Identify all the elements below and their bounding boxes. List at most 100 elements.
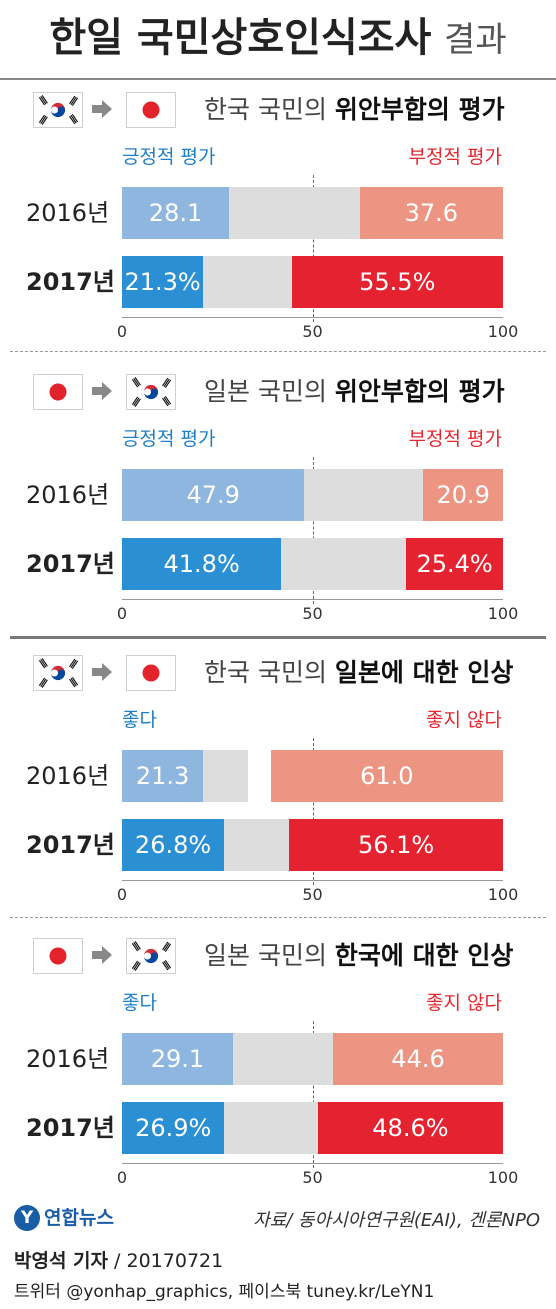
year-label: 2017년: [26, 268, 115, 296]
negative-bar: 37.6: [359, 187, 503, 239]
negative-bar: 44.6: [333, 1033, 503, 1085]
legend-positive: 좋다: [122, 709, 157, 731]
midline: [312, 1021, 314, 1168]
positive-bar: 21.3: [122, 750, 204, 802]
title-main: 한일 국민상호인식조사: [49, 15, 432, 61]
japan-flag: [126, 655, 176, 691]
x-tick-label: 0: [116, 322, 128, 341]
social-links: 트위터 @yonhap_graphics, 페이스북 tuney.kr/LeYN…: [14, 1282, 435, 1302]
neutral-bar: [203, 256, 292, 308]
legend-negative: 좋지 않다: [426, 992, 502, 1014]
positive-bar: 47.9: [122, 469, 305, 521]
neutral-bar: [229, 187, 360, 239]
neutral-bar: [304, 469, 424, 521]
negative-bar: 55.5%: [291, 256, 503, 308]
chart-subtitle: 한국 국민의 위안부합의 평가: [204, 90, 505, 130]
korea-flag: [33, 655, 83, 691]
subtitle-topic: 일본에 대한 인상: [334, 658, 514, 687]
panel-separator: [10, 351, 546, 352]
x-axis-line: [122, 880, 503, 881]
positive-bar: 28.1: [122, 187, 230, 239]
subtitle-topic: 한국에 대한 인상: [334, 941, 514, 970]
x-tick-label: 0: [116, 1168, 128, 1187]
year-label: 2017년: [26, 550, 115, 578]
x-tick-label: 0: [116, 604, 128, 623]
negative-bar: 25.4%: [406, 538, 503, 590]
year-label: 2016년: [26, 762, 110, 790]
midline: [312, 175, 314, 322]
positive-bar: 26.9%: [122, 1102, 225, 1154]
x-axis-line: [122, 317, 503, 318]
x-tick-label: 50: [302, 322, 323, 341]
korea-flag: [126, 374, 176, 410]
arrow-right-icon: [92, 946, 112, 964]
negative-bar: 20.9: [423, 469, 503, 521]
title-rule: [0, 78, 556, 80]
legend-negative: 부정적 평가: [408, 428, 502, 450]
year-label: 2017년: [26, 831, 115, 859]
japan-flag: [33, 938, 83, 974]
logo-text: 연합뉴스: [44, 1207, 114, 1229]
x-tick-label: 100: [487, 1168, 519, 1187]
legend-positive: 긍정적 평가: [122, 428, 216, 450]
subtitle-prefix: 한국 국민의: [204, 95, 327, 124]
neutral-bar: [232, 1033, 334, 1085]
korea-flag: [126, 938, 176, 974]
x-tick-label: 100: [487, 885, 519, 904]
positive-bar: 41.8%: [122, 538, 282, 590]
negative-bar: 56.1%: [289, 819, 503, 871]
neutral-bar: [203, 750, 249, 802]
title-sub: 결과: [444, 20, 507, 60]
reporter-name: 박영석 기자: [14, 1250, 109, 1272]
arrow-right-icon: [92, 663, 112, 681]
japan-flag: [126, 92, 176, 128]
legend-negative: 부정적 평가: [408, 146, 502, 168]
subtitle-prefix: 한국 국민의: [204, 658, 327, 687]
subtitle-topic: 위안부합의 평가: [334, 377, 505, 406]
x-tick-label: 50: [302, 885, 323, 904]
panel-separator-thick: [10, 636, 546, 639]
positive-bar: 29.1: [122, 1033, 233, 1085]
legend-positive: 좋다: [122, 992, 157, 1014]
year-label: 2016년: [26, 199, 110, 227]
chart-subtitle: 일본 국민의 위안부합의 평가: [204, 372, 505, 412]
arrow-right-icon: [92, 382, 112, 400]
credit-line: 박영석 기자 / 20170721: [14, 1246, 223, 1273]
panel-separator: [10, 917, 546, 918]
japan-flag: [33, 374, 83, 410]
page-title: 한일 국민상호인식조사 결과: [0, 8, 556, 70]
subtitle-prefix: 일본 국민의: [204, 941, 327, 970]
positive-bar: 26.8%: [122, 819, 225, 871]
legend-negative: 좋지 않다: [426, 709, 502, 731]
neutral-bar: [224, 1102, 318, 1154]
year-label: 2017년: [26, 1114, 115, 1142]
credit-date: / 20170721: [108, 1250, 224, 1272]
x-tick-label: 50: [302, 604, 323, 623]
neutral-bar: [281, 538, 407, 590]
x-tick-label: 100: [487, 322, 519, 341]
subtitle-topic: 위안부합의 평가: [334, 95, 505, 124]
year-label: 2016년: [26, 481, 110, 509]
positive-bar: 21.3%: [122, 256, 204, 308]
negative-bar: 48.6%: [317, 1102, 503, 1154]
x-tick-label: 100: [487, 604, 519, 623]
subtitle-prefix: 일본 국민의: [204, 377, 327, 406]
x-tick-label: 50: [302, 1168, 323, 1187]
midline: [312, 738, 314, 885]
source-text: 자료/ 동아시아연구원(EAI), 겐론NPO: [253, 1210, 540, 1231]
midline: [312, 457, 314, 604]
x-tick-label: 0: [116, 885, 128, 904]
korea-flag: [33, 92, 83, 128]
yonhap-logo-icon: Y: [14, 1205, 40, 1231]
legend-positive: 긍정적 평가: [122, 146, 216, 168]
neutral-bar: [224, 819, 290, 871]
negative-bar: 61.0: [270, 750, 503, 802]
year-label: 2016년: [26, 1045, 110, 1073]
x-axis-line: [122, 1163, 503, 1164]
chart-subtitle: 한국 국민의 일본에 대한 인상: [204, 653, 513, 693]
x-axis-line: [122, 599, 503, 600]
